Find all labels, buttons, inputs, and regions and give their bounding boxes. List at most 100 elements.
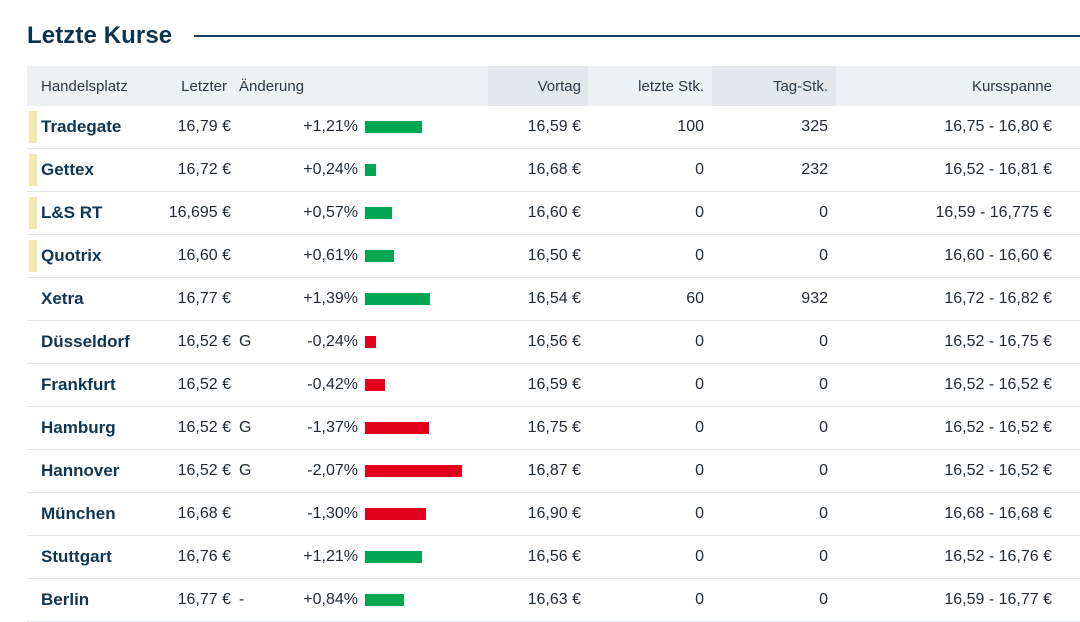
venue-link[interactable]: Quotrix bbox=[41, 246, 102, 265]
price-range: 16,72 - 16,82 € bbox=[944, 290, 1052, 307]
change-percent: +0,24% bbox=[303, 161, 358, 178]
price-flag bbox=[239, 235, 271, 278]
change-percent: -1,37% bbox=[307, 419, 358, 436]
change-percent: +1,39% bbox=[303, 290, 358, 307]
table-header-row: Handelsplatz Letzter Änderung Vortag let… bbox=[27, 66, 1080, 106]
realtime-marker bbox=[29, 240, 37, 272]
day-quantity: 0 bbox=[819, 247, 828, 264]
table-row[interactable]: Stuttgart 16,76 € +1,21% 16,56 € 0 0 16,52 - 1… bbox=[27, 536, 1080, 579]
day-quantity: 0 bbox=[819, 204, 828, 221]
day-quantity: 0 bbox=[819, 591, 828, 608]
change-bar-positive bbox=[365, 550, 422, 563]
venue-link[interactable]: Hannover bbox=[41, 461, 120, 480]
price-range: 16,52 - 16,52 € bbox=[944, 376, 1052, 393]
change-bar-cell bbox=[365, 192, 488, 235]
change-bar-negative bbox=[365, 378, 385, 391]
price-flag: G bbox=[239, 450, 271, 493]
change-bar-positive bbox=[365, 593, 404, 606]
realtime-marker bbox=[29, 541, 37, 573]
change-bar-positive bbox=[365, 120, 422, 133]
table-row[interactable]: Tradegate 16,79 € +1,21% 16,59 € 100 325 16,75… bbox=[27, 106, 1080, 149]
realtime-marker bbox=[29, 283, 37, 315]
price-range: 16,52 - 16,75 € bbox=[944, 333, 1052, 350]
price-range: 16,68 - 16,68 € bbox=[944, 505, 1052, 522]
realtime-marker bbox=[29, 455, 37, 487]
column-header-last[interactable]: Letzter bbox=[139, 66, 239, 106]
last-price: 16,52 € bbox=[177, 419, 231, 436]
price-range: 16,52 - 16,52 € bbox=[944, 462, 1052, 479]
venue-link[interactable]: Gettex bbox=[41, 160, 94, 179]
last-price: 16,72 € bbox=[177, 161, 231, 178]
column-header-venue[interactable]: Handelsplatz bbox=[27, 66, 139, 106]
column-header-range[interactable]: Kursspanne bbox=[836, 66, 1080, 106]
table-row[interactable]: Düsseldorf 16,52 € G -0,24% 16,56 € 0 0 16,52 -… bbox=[27, 321, 1080, 364]
last-quantity: 0 bbox=[695, 548, 704, 565]
table-row[interactable]: Xetra 16,77 € +1,39% 16,54 € 60 932 16,72 - 16… bbox=[27, 278, 1080, 321]
prev-close: 16,90 € bbox=[527, 505, 581, 522]
venue-cell: Berlin bbox=[27, 579, 139, 622]
venue-link[interactable]: Frankfurt bbox=[41, 375, 116, 394]
venue-cell: Gettex bbox=[27, 149, 139, 192]
price-flag bbox=[239, 364, 271, 407]
change-bar-cell bbox=[365, 149, 488, 192]
day-quantity: 0 bbox=[819, 333, 828, 350]
quotes-table: Handelsplatz Letzter Änderung Vortag let… bbox=[27, 66, 1080, 622]
change-bar-cell bbox=[365, 407, 488, 450]
venue-link[interactable]: Düsseldorf bbox=[41, 332, 130, 351]
change-bar-cell bbox=[365, 321, 488, 364]
realtime-marker bbox=[29, 154, 37, 186]
venue-link[interactable]: Hamburg bbox=[41, 418, 116, 437]
table-row[interactable]: Hannover 16,52 € G -2,07% 16,87 € 0 0 16,52 - 1… bbox=[27, 450, 1080, 493]
change-percent: +1,21% bbox=[303, 118, 358, 135]
table-row[interactable]: Berlin 16,77 € - +0,84% 16,63 € 0 0 16,59 - 16,… bbox=[27, 579, 1080, 622]
price-range: 16,75 - 16,80 € bbox=[944, 118, 1052, 135]
table-row[interactable]: München 16,68 € -1,30% 16,90 € 0 0 16,68 - 16,… bbox=[27, 493, 1080, 536]
price-range: 16,52 - 16,52 € bbox=[944, 419, 1052, 436]
table-row[interactable]: Hamburg 16,52 € G -1,37% 16,75 € 0 0 16,52 - 16… bbox=[27, 407, 1080, 450]
day-quantity: 0 bbox=[819, 376, 828, 393]
last-quantity: 0 bbox=[695, 204, 704, 221]
prev-close: 16,56 € bbox=[527, 548, 581, 565]
price-range: 16,59 - 16,775 € bbox=[935, 204, 1052, 221]
column-header-prev-close[interactable]: Vortag bbox=[488, 66, 588, 106]
venue-link[interactable]: Xetra bbox=[41, 289, 84, 308]
prev-close: 16,87 € bbox=[527, 462, 581, 479]
venue-link[interactable]: L&S RT bbox=[41, 203, 103, 222]
prev-close: 16,54 € bbox=[527, 290, 581, 307]
column-header-change[interactable]: Änderung bbox=[239, 66, 488, 106]
realtime-marker bbox=[29, 498, 37, 530]
last-price: 16,52 € bbox=[177, 462, 231, 479]
change-bar-negative bbox=[365, 507, 426, 520]
venue-link[interactable]: Tradegate bbox=[41, 117, 122, 136]
price-flag bbox=[239, 149, 271, 192]
prev-close: 16,75 € bbox=[527, 419, 581, 436]
price-flag-text: - bbox=[239, 591, 245, 608]
price-flag bbox=[239, 536, 271, 579]
column-header-last-qty[interactable]: letzte Stk. bbox=[588, 66, 712, 106]
realtime-marker bbox=[29, 197, 37, 229]
section-title: Letzte Kurse bbox=[27, 22, 173, 49]
change-percent: +1,21% bbox=[303, 548, 358, 565]
column-header-day-qty[interactable]: Tag-Stk. bbox=[712, 66, 836, 106]
last-price: 16,76 € bbox=[177, 548, 231, 565]
prev-close: 16,59 € bbox=[527, 118, 581, 135]
change-bar-cell bbox=[365, 364, 488, 407]
change-percent: -2,07% bbox=[307, 462, 358, 479]
table-row[interactable]: Frankfurt 16,52 € -0,42% 16,59 € 0 0 16,52 - 1… bbox=[27, 364, 1080, 407]
last-quantity: 0 bbox=[695, 591, 704, 608]
venue-cell: Hamburg bbox=[27, 407, 139, 450]
last-quantity: 0 bbox=[695, 376, 704, 393]
table-row[interactable]: L&S RT 16,695 € +0,57% 16,60 € 0 0 16,59 - 16,… bbox=[27, 192, 1080, 235]
venue-link[interactable]: Stuttgart bbox=[41, 547, 112, 566]
last-price: 16,695 € bbox=[168, 204, 231, 221]
price-flag-text: G bbox=[239, 462, 252, 479]
last-quantity: 0 bbox=[695, 419, 704, 436]
venue-cell: München bbox=[27, 493, 139, 536]
venue-link[interactable]: München bbox=[41, 504, 116, 523]
venue-link[interactable]: Berlin bbox=[41, 590, 90, 609]
table-row[interactable]: Gettex 16,72 € +0,24% 16,68 € 0 232 16,52 - 16… bbox=[27, 149, 1080, 192]
change-percent: -0,42% bbox=[307, 376, 358, 393]
table-row[interactable]: Quotrix 16,60 € +0,61% 16,50 € 0 0 16,60 - 16,… bbox=[27, 235, 1080, 278]
change-percent: -1,30% bbox=[307, 505, 358, 522]
price-flag bbox=[239, 106, 271, 149]
